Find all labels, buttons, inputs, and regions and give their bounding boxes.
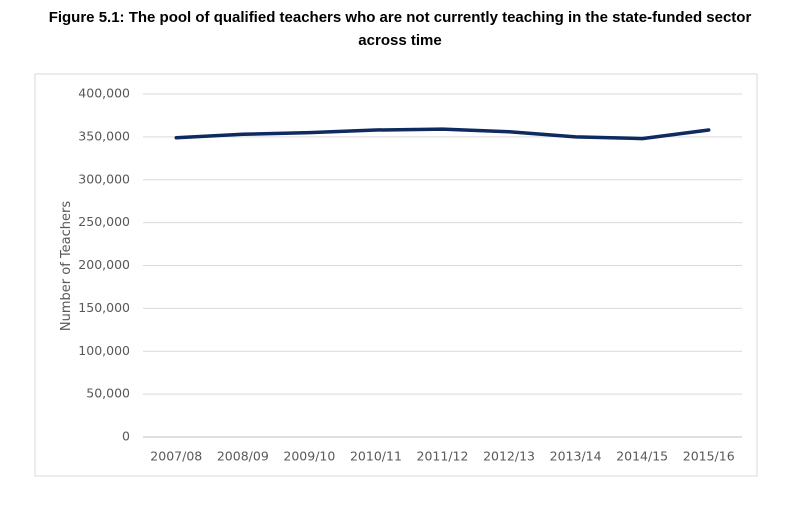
y-tick-label: 0 xyxy=(122,429,130,444)
x-tick-label: 2014/15 xyxy=(616,449,668,464)
y-tick-label: 100,000 xyxy=(78,343,130,358)
x-tick-label: 2007/08 xyxy=(150,449,202,464)
y-axis-title: Number of Teachers xyxy=(59,201,74,331)
x-tick-label: 2009/10 xyxy=(283,449,335,464)
chart-title: across time xyxy=(358,32,441,49)
y-tick-label: 250,000 xyxy=(78,214,130,229)
x-tick-label: 2013/14 xyxy=(550,449,602,464)
y-tick-label: 400,000 xyxy=(78,86,130,101)
y-tick-label: 300,000 xyxy=(78,171,130,186)
chart-title: Figure 5.1: The pool of qualified teache… xyxy=(49,9,752,26)
x-tick-label: 2010/11 xyxy=(350,449,402,464)
y-tick-label: 150,000 xyxy=(78,300,130,315)
chart-frame xyxy=(34,73,758,477)
y-tick-label: 200,000 xyxy=(78,257,130,272)
x-tick-label: 2008/09 xyxy=(217,449,269,464)
x-tick-label: 2012/13 xyxy=(483,449,535,464)
x-tick-label: 2011/12 xyxy=(417,449,469,464)
data-line xyxy=(174,127,711,141)
x-tick-label: 2015/16 xyxy=(683,449,735,464)
y-tick-label: 350,000 xyxy=(78,128,130,143)
y-tick-label: 50,000 xyxy=(86,386,130,401)
